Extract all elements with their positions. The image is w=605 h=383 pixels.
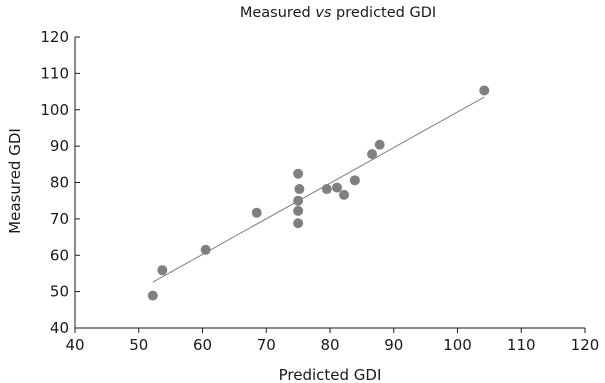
x-tick-label: 50 — [129, 336, 148, 354]
y-tick-label: 90 — [50, 137, 69, 155]
data-point — [293, 168, 304, 179]
data-point — [200, 244, 211, 255]
trendline — [152, 96, 485, 283]
y-tick-label: 40 — [50, 319, 69, 337]
x-tick-label: 70 — [257, 336, 276, 354]
x-tick-label: 120 — [571, 336, 600, 354]
data-point — [294, 184, 305, 195]
data-point — [321, 184, 332, 195]
data-point — [293, 195, 304, 206]
chart-title-part-1: Measured — [240, 5, 315, 21]
trendline-group — [152, 96, 485, 283]
data-point — [332, 182, 343, 193]
data-point — [293, 218, 304, 229]
y-axis-title: Measured GDI — [6, 128, 24, 234]
data-point — [293, 205, 304, 216]
y-tick-label: 80 — [50, 174, 69, 192]
data-point — [479, 85, 490, 96]
x-tick-label: 80 — [320, 336, 339, 354]
x-tick-label: 110 — [507, 336, 536, 354]
y-tick-label: 50 — [50, 283, 69, 301]
x-tick-label: 100 — [443, 336, 472, 354]
y-tick-label: 60 — [50, 246, 69, 264]
data-point — [147, 290, 158, 301]
y-tick-label: 120 — [40, 28, 69, 46]
chart-title: Measured vs predicted GDI — [240, 5, 436, 21]
x-axis-title: Predicted GDI — [279, 366, 382, 383]
axes: 40 50 60 70 80 90 100 110 120 40 50 60 70 80 90 100 110 1… — [40, 28, 599, 354]
data-point — [157, 265, 168, 276]
y-tick-label: 110 — [40, 64, 69, 82]
y-tick-label: 70 — [50, 210, 69, 228]
data-point — [367, 149, 378, 160]
y-tick-label: 100 — [40, 101, 69, 119]
x-tick-label: 40 — [65, 336, 84, 354]
chart-title-part-2: predicted GDI — [331, 5, 436, 21]
data-point — [374, 139, 385, 150]
data-point — [339, 189, 350, 200]
x-tick-label: 90 — [384, 336, 403, 354]
data-point — [251, 207, 262, 218]
data-point — [349, 175, 360, 186]
x-tick-label: 60 — [193, 336, 212, 354]
chart-title-italic: vs — [315, 5, 332, 21]
data-points — [147, 85, 490, 301]
